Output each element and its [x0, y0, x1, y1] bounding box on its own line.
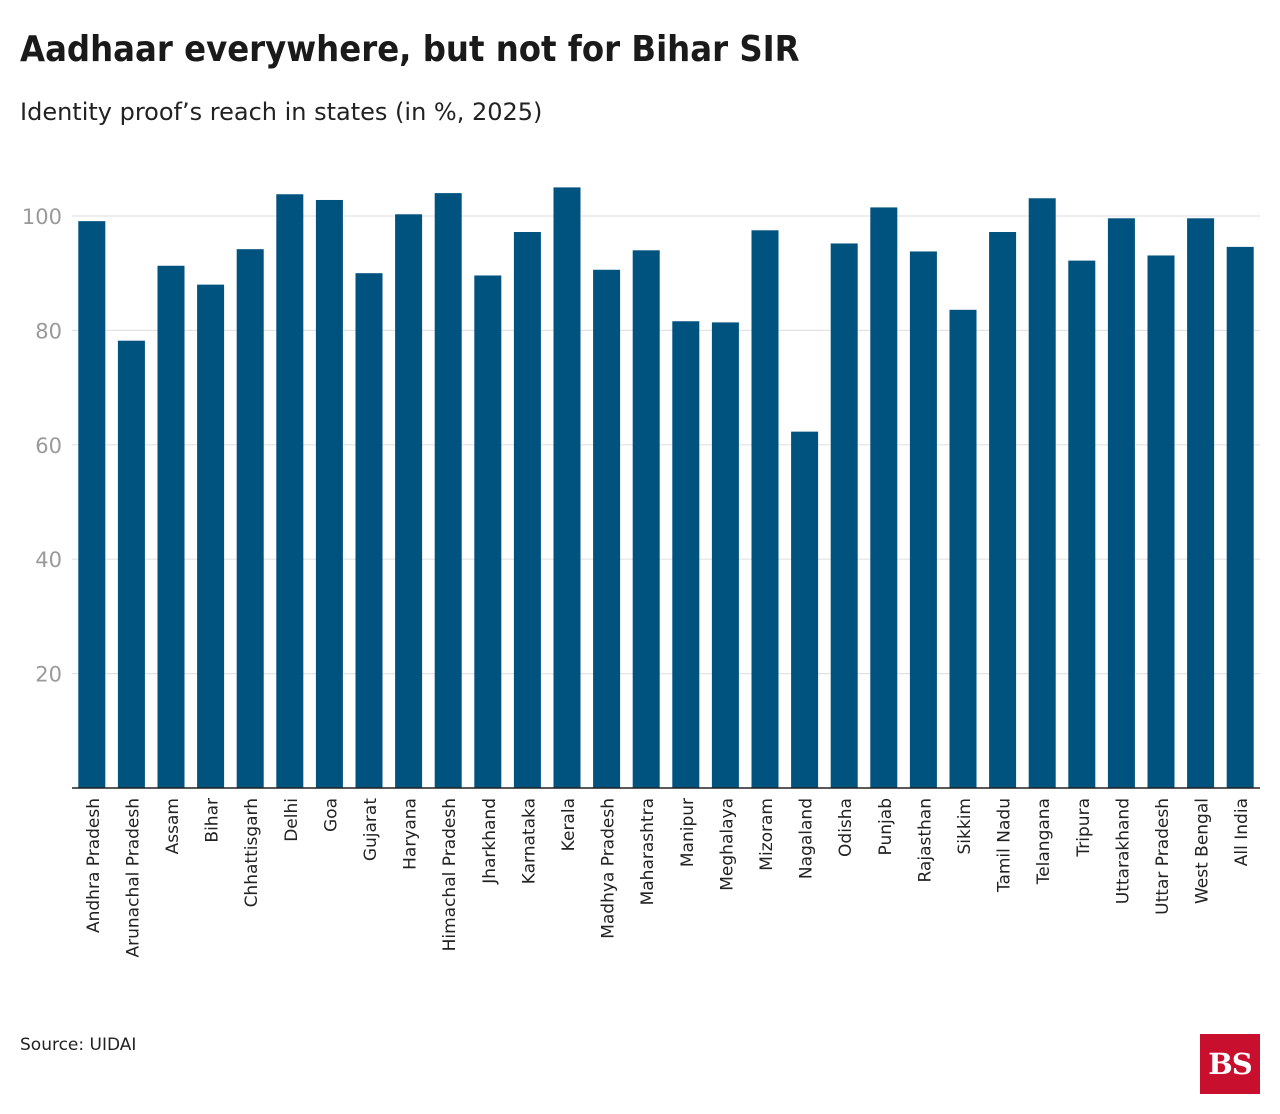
x-tick-label: Chhattisgarh: [242, 798, 262, 907]
y-tick-label: 20: [35, 663, 62, 687]
bar-meghalaya: [711, 322, 739, 788]
bar-gujarat: [355, 273, 383, 788]
bar-himachal-pradesh: [434, 193, 462, 788]
chart-subtitle: Identity proof’s reach in states (in %, …: [20, 98, 543, 126]
x-tick-label: Rajasthan: [915, 798, 935, 883]
x-tick-label: Telangana: [1034, 798, 1054, 885]
y-tick-label: 80: [35, 319, 62, 343]
x-tick-label: Punjab: [876, 798, 896, 855]
bar-mizoram: [751, 230, 779, 789]
x-tick-label: Uttarakhand: [1113, 798, 1133, 904]
bar-tripura: [1068, 260, 1096, 788]
bar-maharashtra: [632, 250, 660, 788]
bar-jharkhand: [474, 275, 502, 788]
bs-logo: BS: [1200, 1034, 1260, 1094]
source-note: Source: UIDAI: [20, 1035, 137, 1055]
x-tick-label: Tripura: [1074, 798, 1094, 858]
bar-madhya-pradesh: [593, 269, 621, 788]
x-tick-label: Uttar Pradesh: [1153, 798, 1173, 915]
x-tick-label: Nagaland: [797, 798, 817, 879]
bar-nagaland: [791, 431, 819, 788]
x-tick-label: All India: [1232, 798, 1252, 866]
bar-rajasthan: [909, 251, 937, 788]
x-tick-label: Kerala: [559, 798, 579, 851]
x-tick-label: Goa: [321, 798, 341, 832]
chart-title: Aadhaar everywhere, but not for Bihar SI…: [20, 29, 800, 70]
gridlines: [72, 215, 1260, 675]
bar-arunachal-pradesh: [117, 340, 145, 788]
bar-kerala: [553, 187, 581, 788]
x-tick-label: Manipur: [678, 798, 698, 867]
x-axis-labels: Andhra Pradesh Arunachal Pradesh Assam Biha…: [84, 798, 1252, 958]
bar-delhi: [276, 194, 304, 788]
bar-uttar-pradesh: [1147, 255, 1175, 789]
y-tick-label: 100: [22, 205, 62, 229]
x-tick-label: West Bengal: [1193, 798, 1213, 904]
bar-chhattisgarh: [236, 249, 264, 788]
x-tick-label: Assam: [163, 798, 183, 854]
x-tick-label: Jharkhand: [480, 798, 500, 885]
x-tick-label: Andhra Pradesh: [84, 798, 104, 933]
bar-west-bengal: [1187, 218, 1215, 789]
bar-haryana: [395, 214, 423, 788]
y-axis-ticks: 20 40 60 80 100: [22, 205, 62, 687]
y-tick-label: 60: [35, 434, 62, 458]
x-tick-label: Karnataka: [519, 798, 539, 884]
bar-sikkim: [949, 309, 977, 788]
bar-assam: [157, 265, 185, 788]
x-tick-label: Madhya Pradesh: [599, 798, 619, 939]
bar-manipur: [672, 321, 700, 788]
x-tick-label: Maharashtra: [638, 798, 658, 905]
bar-karnataka: [513, 232, 541, 788]
x-tick-label: Haryana: [401, 798, 421, 870]
x-tick-label: Odisha: [836, 798, 856, 857]
x-tick-label: Mizoram: [757, 798, 777, 871]
bar-andhra-pradesh: [78, 221, 106, 788]
bar-punjab: [870, 207, 898, 789]
bar-telangana: [1028, 198, 1056, 788]
bar-odisha: [830, 243, 858, 788]
bars: [78, 187, 1254, 789]
bar-chart: 20 40 60 80 100 Andhra Pradesh Arunachal Prad…: [22, 187, 1260, 958]
bar-bihar: [197, 284, 225, 788]
y-tick-label: 40: [35, 548, 62, 572]
x-tick-label: Gujarat: [361, 798, 381, 861]
bar-goa: [315, 199, 343, 789]
x-tick-label: Meghalaya: [717, 798, 737, 891]
bar-uttarakhand: [1107, 218, 1135, 789]
x-tick-label: Arunachal Pradesh: [123, 798, 143, 958]
bar-tamil-nadu: [989, 232, 1017, 788]
x-tick-label: Himachal Pradesh: [440, 798, 460, 951]
x-tick-label: Tamil Nadu: [995, 798, 1015, 893]
x-tick-label: Sikkim: [955, 798, 975, 855]
x-tick-label: Bihar: [203, 798, 223, 843]
x-tick-label: Delhi: [282, 798, 302, 842]
bar-all-india: [1226, 246, 1254, 788]
bs-logo-text: BS: [1208, 1047, 1252, 1081]
